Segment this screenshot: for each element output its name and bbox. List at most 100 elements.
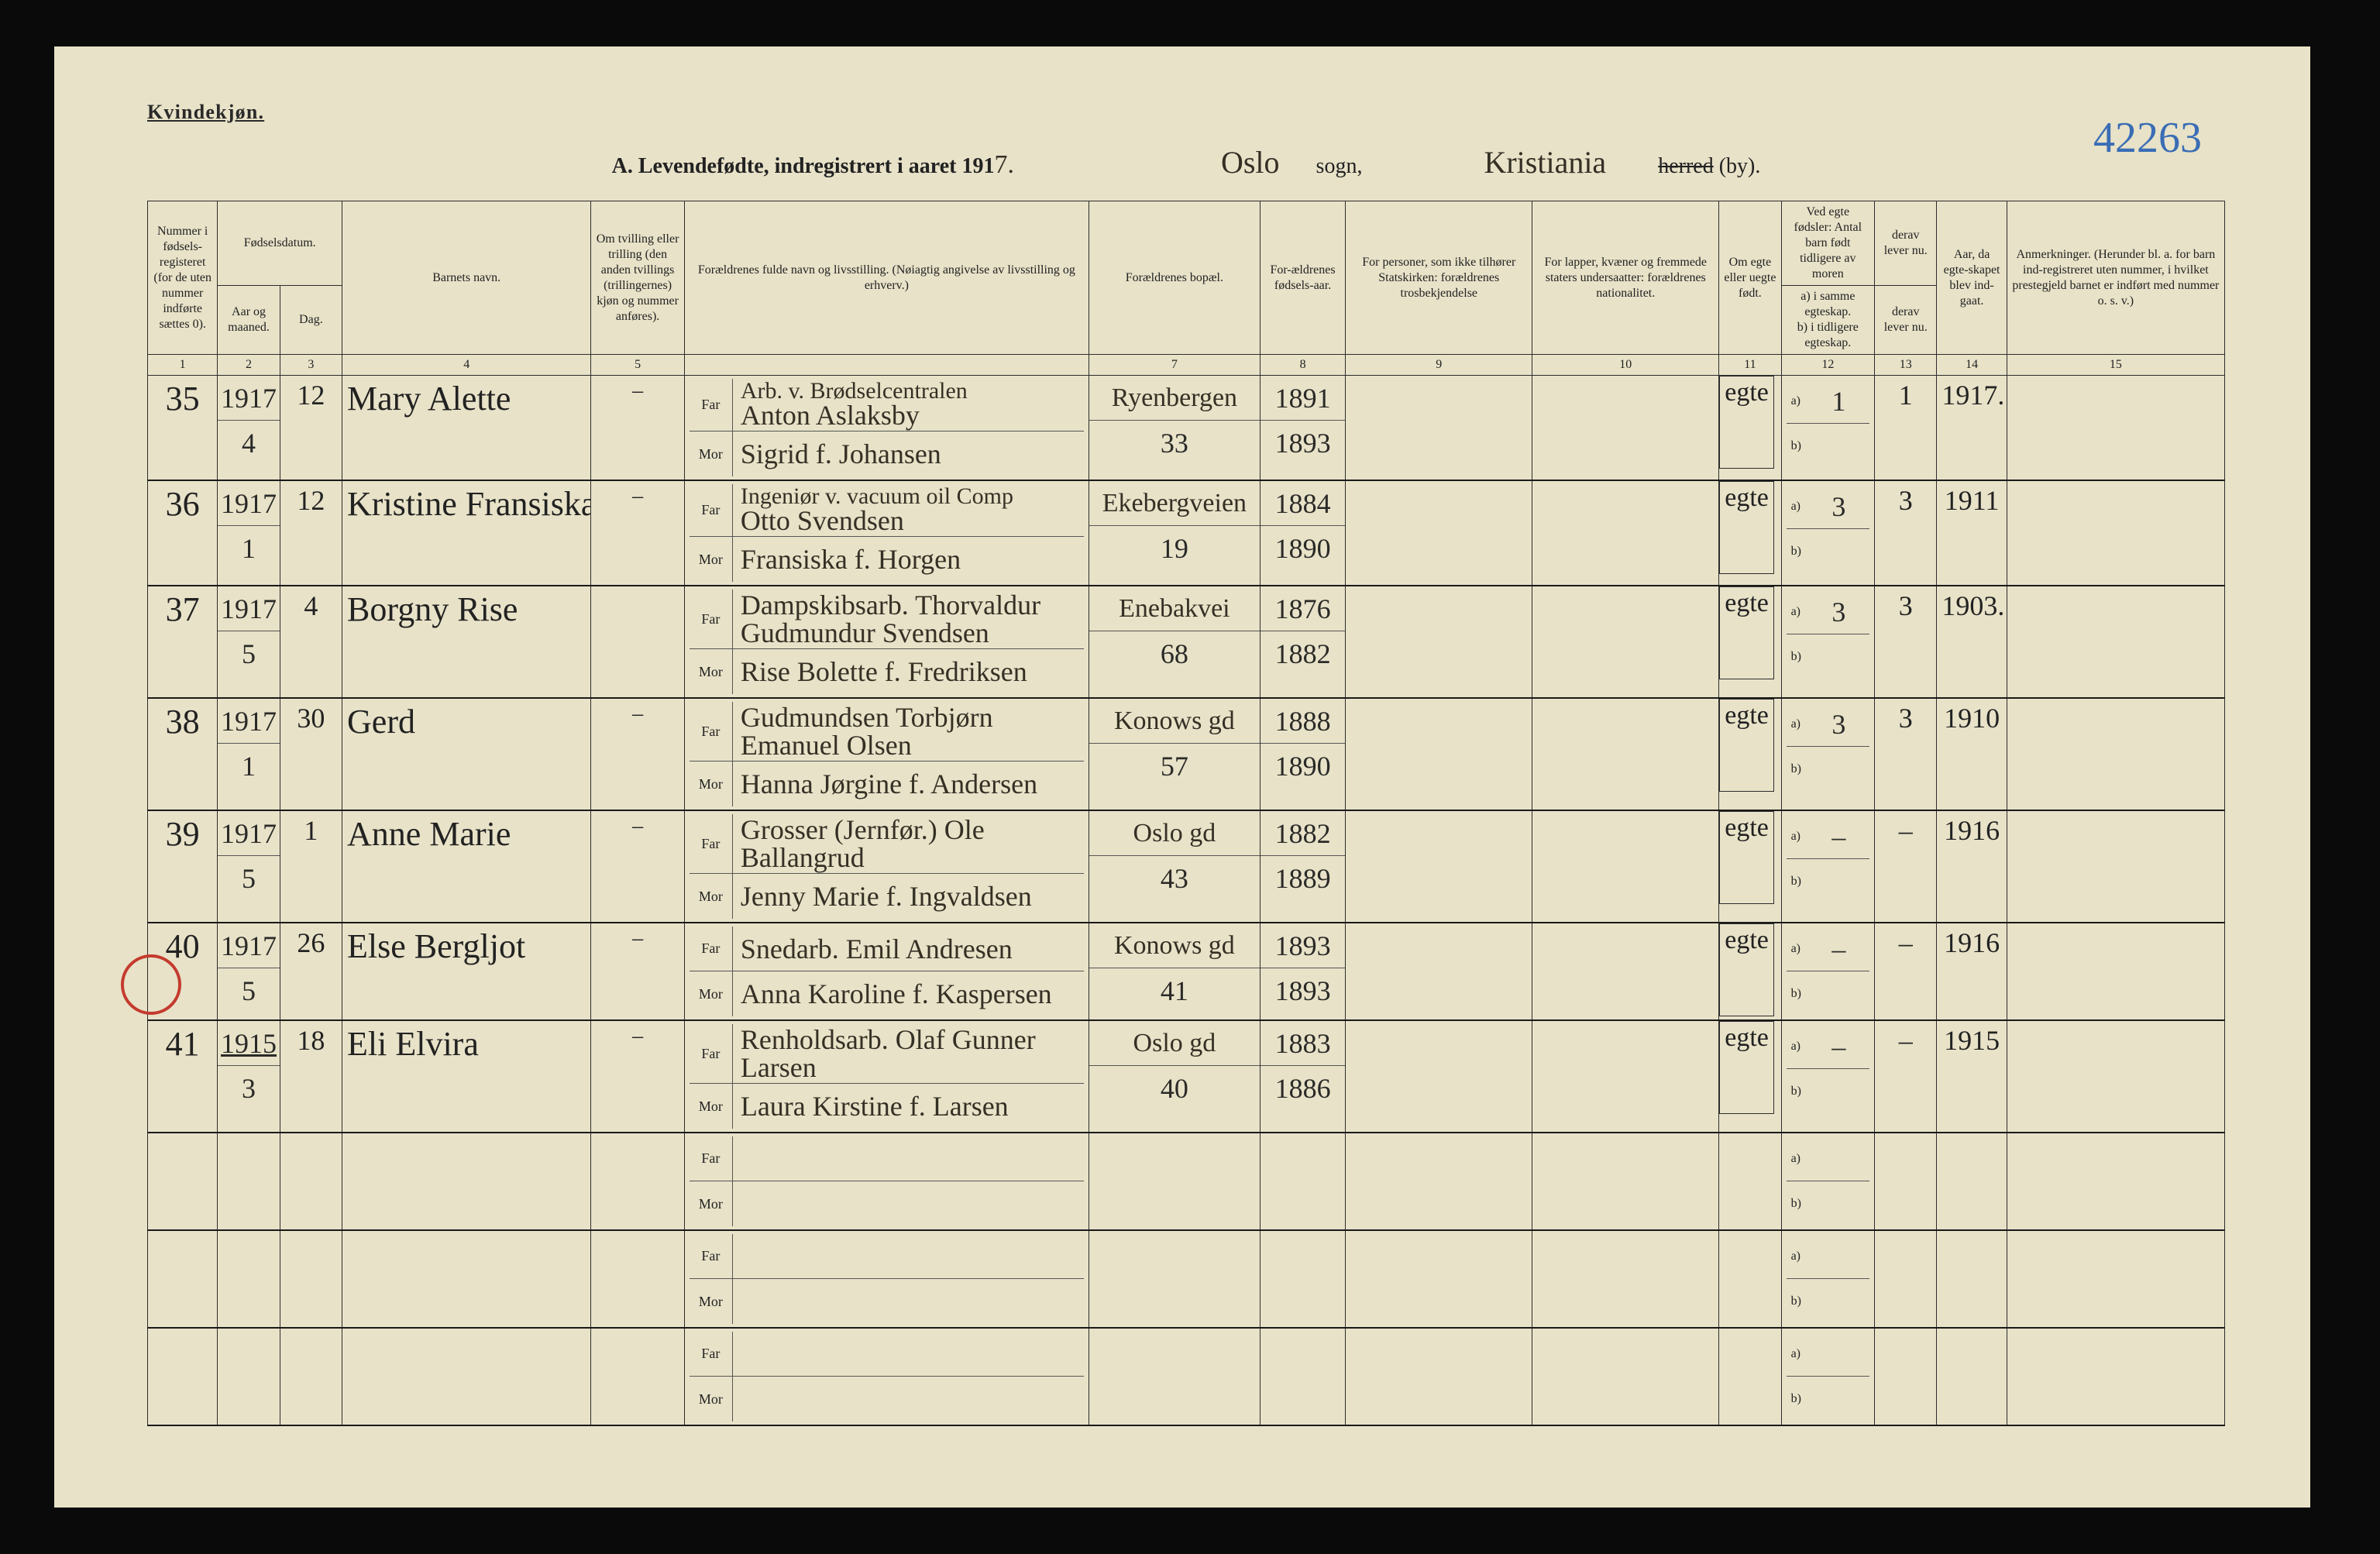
day: 4	[280, 586, 342, 698]
religion-cell	[1346, 480, 1532, 586]
mother-birth-year: 1890	[1275, 532, 1331, 565]
legitimacy: egte	[1719, 1021, 1774, 1114]
mor-label: Mor	[690, 537, 733, 582]
mother-name: Rise Bolette f. Fredriksen	[741, 658, 1027, 686]
mother-name: Hanna Jørgine f. Andersen	[741, 770, 1037, 798]
entry-number: 37	[148, 586, 218, 698]
twin-cell: –	[591, 810, 684, 923]
marriage-year: 1910	[1937, 698, 2007, 810]
table-row: 351917412Mary Alette–FarArb. v. Brødselc…	[148, 376, 2225, 481]
marriage-year: 1916	[1937, 810, 2007, 923]
legitimacy: egte	[1719, 376, 1774, 469]
a-label: a)	[1787, 942, 1808, 956]
father-birth-year: 1891	[1275, 382, 1331, 414]
child-name: Anne Marie	[342, 810, 591, 923]
father-name: Renholdsarb. Olaf Gunner Larsen	[741, 1026, 1076, 1081]
mother-name: Laura Kirstine f. Larsen	[741, 1092, 1009, 1120]
colnum: 3	[280, 355, 342, 376]
b-label: b)	[1787, 1085, 1808, 1098]
entry-number: 41	[148, 1020, 218, 1133]
b-label: b)	[1787, 875, 1808, 889]
residence: Ekebergveien	[1102, 490, 1247, 517]
colnum	[684, 355, 1089, 376]
register-table: Nummer i fødsels-registeret (for de uten…	[147, 201, 2225, 1426]
prior-children-a: 3	[1808, 596, 1869, 628]
col-7-header: Forældrenes bopæl.	[1089, 201, 1260, 355]
b-label: b)	[1787, 1197, 1808, 1211]
table-head: Nummer i fødsels-registeret (for de uten…	[148, 201, 2225, 376]
marriage-year: 1911	[1937, 480, 2007, 586]
colnum: 2	[218, 355, 280, 376]
day: 1	[280, 810, 342, 923]
table-row: FarMora)b)	[148, 1328, 2225, 1425]
col-9-header: For personer, som ikke tilhører Statskir…	[1346, 201, 1532, 355]
residence-no: 40	[1161, 1072, 1188, 1105]
legitimacy: egte	[1719, 923, 1774, 1016]
child-name: Eli Elvira	[342, 1020, 591, 1133]
title-main: Levendefødte, indregistrert i aaret 191	[638, 154, 995, 178]
living-children: –	[1875, 810, 1937, 923]
colnum: 1	[148, 355, 218, 376]
col-1-header: Nummer i fødsels-registeret (for de uten…	[148, 201, 218, 355]
far-label: Far	[690, 814, 733, 873]
mother-birth-year: 1882	[1275, 638, 1331, 670]
far-label: Far	[690, 379, 733, 431]
col-6-header: Forældrenes fulde navn og livsstilling. …	[684, 201, 1089, 355]
far-label: Far	[690, 590, 733, 648]
colnum: 8	[1260, 355, 1345, 376]
father-birth-year: 1884	[1275, 487, 1331, 520]
col-2a-header: Aar og maaned.	[218, 286, 280, 355]
entry-number: 35	[148, 376, 218, 481]
colnum: 5	[591, 355, 684, 376]
father-name: Grosser (Jernfør.) Ole Ballangrud	[741, 816, 1076, 872]
father-birth-year: 1893	[1275, 930, 1331, 962]
mother-name: Jenny Marie f. Ingvaldsen	[741, 882, 1032, 910]
mother-birth-year: 1893	[1275, 427, 1331, 459]
legitimacy: egte	[1719, 481, 1774, 574]
colnum: 9	[1346, 355, 1532, 376]
month: 1	[242, 532, 256, 565]
col-2b-header: Dag.	[280, 286, 342, 355]
b-label: b)	[1787, 1294, 1808, 1308]
child-name: Mary Alette	[342, 376, 591, 481]
twin-cell: –	[591, 923, 684, 1020]
col-12-header-top: Ved egte fødsler: Antal barn født tidlig…	[1781, 201, 1874, 286]
table-row: 381917130Gerd–FarGudmundsen Torbjørn Ema…	[148, 698, 2225, 810]
year-digit: 7.	[994, 152, 1014, 178]
a-label: a)	[1787, 500, 1808, 514]
child-name: Borgny Rise	[342, 586, 591, 698]
year: 1917	[221, 817, 277, 850]
entry-number: 40	[148, 923, 218, 1020]
far-label: Far	[690, 1332, 733, 1376]
religion-cell	[1346, 586, 1532, 698]
remarks-cell	[2007, 586, 2224, 698]
month: 4	[242, 427, 256, 459]
entry-number: 38	[148, 698, 218, 810]
table-row: 411915318Eli Elvira–FarRenholdsarb. Olaf…	[148, 1020, 2225, 1133]
twin-cell: –	[591, 1020, 684, 1133]
year: 1917	[221, 930, 277, 962]
day: 26	[280, 923, 342, 1020]
colnum: 13	[1875, 355, 1937, 376]
table-row: FarMora)b)	[148, 1230, 2225, 1328]
marriage-year: 1915	[1937, 1020, 2007, 1133]
b-label: b)	[1787, 650, 1808, 664]
marriage-year: 1917.	[1937, 376, 2007, 481]
remarks-cell	[2007, 698, 2224, 810]
col-13b-header: derav lever nu.	[1875, 286, 1937, 355]
section-letter: A.	[612, 154, 633, 178]
nationality-cell	[1532, 480, 1719, 586]
twin-cell: –	[591, 698, 684, 810]
gender-heading: Kvindekjøn.	[147, 101, 2225, 124]
a-label: a)	[1787, 830, 1808, 844]
father-birth-year: 1888	[1275, 705, 1331, 737]
table-row: FarMora)b)	[148, 1133, 2225, 1230]
religion-cell	[1346, 376, 1532, 481]
b-label: b)	[1787, 545, 1808, 559]
colnum: 4	[342, 355, 591, 376]
table-row: 39191751Anne Marie–FarGrosser (Jernfør.)…	[148, 810, 2225, 923]
col-13-header-top: derav lever nu.	[1875, 201, 1937, 286]
a-label: a)	[1787, 1152, 1808, 1166]
twin-cell: –	[591, 480, 684, 586]
col-12ab-header: a) i samme egteskap. b) i tidligere egte…	[1781, 286, 1874, 355]
